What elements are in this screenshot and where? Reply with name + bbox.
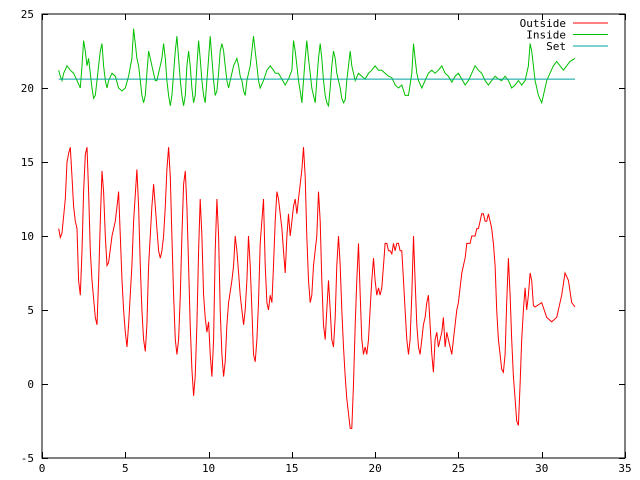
chart-series	[58, 28, 576, 429]
y-tick-label: 10	[21, 230, 34, 243]
y-tick-label: 25	[21, 8, 34, 21]
y-tick-label: 20	[21, 82, 34, 95]
y-tick-label: 15	[21, 156, 34, 169]
x-tick-label: 35	[618, 462, 631, 475]
series-line-outside	[58, 147, 576, 429]
chart-axes: 0 5 10 15 20 25 30 35 -5 0 5 10 15 20 25	[21, 8, 632, 475]
y-tick-label: 5	[27, 304, 34, 317]
x-tick-label: 5	[122, 462, 129, 475]
legend-label-set: Set	[546, 40, 566, 53]
x-tick-label: 15	[285, 462, 298, 475]
legend-label-inside: Inside	[526, 29, 566, 42]
y-tick-label: -5	[21, 452, 34, 465]
x-tick-label: 10	[202, 462, 215, 475]
y-tick-label: 0	[27, 378, 34, 391]
x-tick-label: 0	[39, 462, 46, 475]
x-tick-label: 25	[452, 462, 465, 475]
x-tick-label: 20	[369, 462, 382, 475]
series-line-inside	[58, 28, 576, 108]
legend-label-outside: Outside	[520, 17, 566, 30]
x-tick-label: 30	[535, 462, 548, 475]
